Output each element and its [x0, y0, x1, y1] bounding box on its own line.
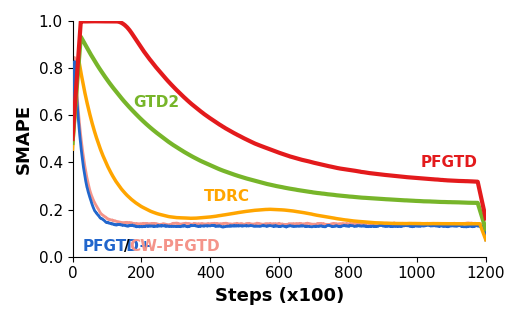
Text: GTD2: GTD2	[133, 95, 179, 110]
Y-axis label: SMAPE: SMAPE	[15, 104, 33, 174]
Text: PFGTD+: PFGTD+	[83, 239, 152, 254]
Text: /: /	[124, 239, 130, 254]
Text: CW-PFGTD: CW-PFGTD	[129, 239, 220, 254]
Text: PFGTD: PFGTD	[420, 155, 477, 170]
Text: TDRC: TDRC	[203, 189, 250, 204]
X-axis label: Steps (x100): Steps (x100)	[215, 287, 344, 305]
